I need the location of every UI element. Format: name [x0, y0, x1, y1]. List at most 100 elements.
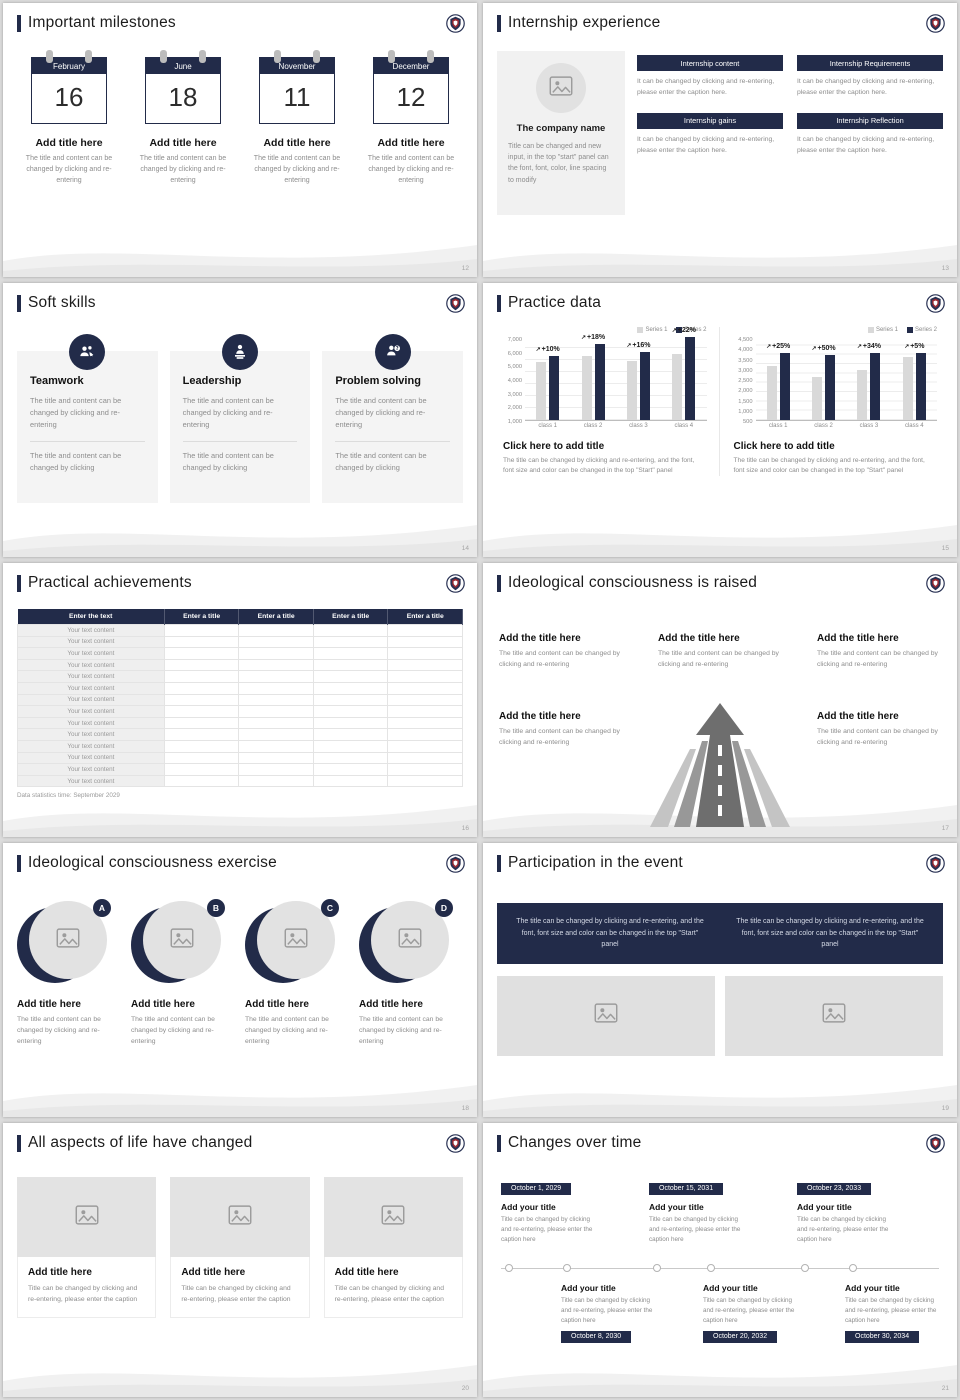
- empty-cell: [238, 716, 314, 730]
- block-caption: The title and content can be changed by …: [658, 650, 779, 668]
- timeline-entry-caption: Title can be changed by clicking and re-…: [797, 1216, 889, 1243]
- slide-participation-in-the-event[interactable]: Participation in the event The title can…: [483, 843, 957, 1117]
- row-label-cell: Your text content: [17, 728, 165, 741]
- title-block: Add the title here The title and content…: [658, 633, 784, 670]
- skill-card-problem-solving: ? Problem solving The title and content …: [322, 334, 464, 503]
- slide-internship-experience[interactable]: Internship experience The company name T…: [483, 3, 957, 277]
- page-number: 16: [461, 825, 469, 832]
- block-title: Add the title here: [499, 711, 581, 722]
- chart-plot-area: ↗+25% ↗+50% ↗+34% ↗+5%: [755, 337, 937, 421]
- section-caption: It can be changed by clicking and re-ent…: [637, 135, 775, 154]
- row-label-cell: Your text content: [17, 658, 165, 672]
- decorative-wave: [483, 231, 957, 277]
- empty-cell: [312, 647, 389, 660]
- section-header: Internship gains: [637, 112, 783, 129]
- title-accent-bar: [17, 574, 21, 592]
- image-placeholder: [17, 1177, 157, 1257]
- page-number: 15: [941, 545, 949, 552]
- exercise-item: A Add title here The title and content c…: [17, 899, 121, 1048]
- calendar-ring-icon: [388, 50, 395, 63]
- timeline-entry: October 1, 2029 Add your title Title can…: [501, 1177, 621, 1244]
- exercise-item: C Add title here The title and content c…: [245, 899, 349, 1048]
- row-label-cell: Your text content: [17, 681, 165, 695]
- x-axis-label: class 1: [538, 423, 558, 429]
- slide-title: Practical achievements: [28, 574, 192, 591]
- timeline-entry-title: Add your title: [561, 1283, 616, 1293]
- row-label-cell: Your text content: [17, 693, 165, 707]
- leadership-icon: [222, 334, 258, 370]
- row-label-cell: Your text content: [17, 751, 165, 765]
- empty-cell: [312, 635, 389, 649]
- slide-title: Soft skills: [28, 294, 96, 311]
- company-panel: The company name Title can be changed an…: [497, 51, 625, 215]
- title-accent-bar: [17, 854, 21, 872]
- table-row: Your text content: [17, 647, 463, 660]
- legend-item: Series 1: [637, 327, 667, 333]
- timeline-entry-caption: Title can be changed by clicking and re-…: [561, 1297, 653, 1324]
- calendar-card: November 11: [259, 50, 335, 124]
- school-crest-icon: [446, 1134, 465, 1153]
- timeline-node: [707, 1264, 715, 1272]
- skill-card-teamwork: Teamwork The title and content can be ch…: [17, 334, 158, 503]
- school-crest-icon: [926, 1134, 945, 1153]
- row-label-cell: Your text content: [17, 774, 165, 788]
- bar: [902, 356, 913, 420]
- chart-legend: Series 1 Series 2: [503, 327, 707, 333]
- empty-cell: [387, 624, 463, 637]
- table-row: Your text content: [17, 751, 463, 765]
- calendar-ring-icon: [427, 50, 434, 63]
- image-placeholder-icon: [228, 1204, 252, 1230]
- empty-cell: [238, 670, 314, 683]
- slide-ideological-consciousness-raised[interactable]: Ideological consciousness is raised Add …: [483, 563, 957, 837]
- calendar-day: 11: [283, 82, 311, 112]
- problem-solving-icon: ?: [374, 334, 411, 370]
- skill-caption: The title and content can be changed by …: [30, 395, 145, 442]
- column-header: Enter a title: [313, 609, 389, 625]
- slide-title: Practice data: [508, 294, 602, 311]
- empty-cell: [312, 716, 389, 730]
- bar: [594, 344, 605, 420]
- title-accent-bar: [17, 294, 21, 312]
- teamwork-icon: [69, 334, 106, 370]
- timeline-entry-caption: Title can be changed by clicking and re-…: [501, 1216, 593, 1243]
- section-header: Internship Requirements: [797, 55, 943, 71]
- card-caption: Title can be changed by clicking and re-…: [28, 1285, 138, 1303]
- slide-practice-data[interactable]: Practice data Series 1 Series 2 7,000 6,00…: [483, 283, 957, 557]
- decorative-wave: [483, 1071, 957, 1117]
- slide-changes-over-time[interactable]: Changes over time October 1, 2029 Add yo…: [483, 1123, 957, 1397]
- card-title: Add title here: [181, 1267, 246, 1278]
- slide-title: Changes over time: [508, 1134, 642, 1151]
- section-header: Internship Reflection: [797, 112, 943, 129]
- circle-image-placeholder: C: [245, 899, 339, 987]
- decorative-wave: [3, 1071, 477, 1117]
- milestone-title: Add title here: [149, 137, 217, 149]
- decorative-wave: [3, 1351, 477, 1397]
- empty-cell: [238, 681, 314, 695]
- skill-caption: The title and content can be changed by …: [182, 395, 298, 442]
- chart-subtitle: Click here to add title: [733, 441, 835, 452]
- item-caption: The title and content can be changed by …: [359, 1016, 443, 1045]
- slide-title: Participation in the event: [508, 854, 683, 871]
- slide-soft-skills[interactable]: Soft skills Teamwork The title and conte…: [3, 283, 477, 557]
- slide-all-aspects-of-life-changed[interactable]: All aspects of life have changed Add tit…: [3, 1123, 477, 1397]
- slide-ideological-consciousness-exercise[interactable]: Ideological consciousness exercise A Add…: [3, 843, 477, 1117]
- exercise-item: D Add title here The title and content c…: [359, 899, 463, 1048]
- bar-chart-right: Series 1 Series 2 4,500 4,000 3,500 3,000 2,5…: [718, 327, 944, 477]
- legend-item: Series 2: [906, 327, 937, 333]
- skill-title: Teamwork: [30, 375, 84, 387]
- bar: [812, 377, 823, 420]
- bar-percent-label: ↗+25%: [766, 342, 791, 350]
- internship-section: Internship gains It can be changed by cl…: [637, 112, 783, 157]
- bar-group: ↗+34%: [848, 337, 890, 420]
- bar-percent-label: ↗+22%: [671, 327, 696, 335]
- bar-percent-label: ↗+16%: [626, 341, 651, 349]
- letter-badge: B: [207, 899, 225, 917]
- slide-practical-achievements[interactable]: Practical achievements Enter the text Ent…: [3, 563, 477, 837]
- skill-title: Problem solving: [335, 375, 421, 387]
- chart-caption: The title can be changed by clicking and…: [503, 457, 695, 475]
- circle-image-placeholder: B: [131, 899, 225, 987]
- timeline-node: [801, 1264, 809, 1272]
- slide-important-milestones[interactable]: Important milestones February 16 Add tit…: [3, 3, 477, 277]
- table-row: Your text content: [17, 693, 463, 707]
- page-number: 21: [941, 1385, 949, 1392]
